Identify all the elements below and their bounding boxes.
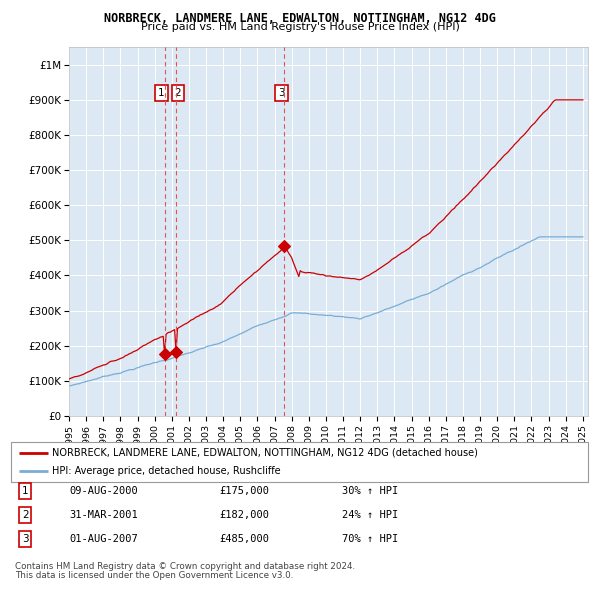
FancyBboxPatch shape bbox=[11, 442, 588, 482]
Point bbox=[171, 348, 181, 357]
Text: NORBRECK, LANDMERE LANE, EDWALTON, NOTTINGHAM, NG12 4DG (detached house): NORBRECK, LANDMERE LANE, EDWALTON, NOTTI… bbox=[52, 448, 478, 458]
Point bbox=[280, 241, 289, 250]
Text: NORBRECK, LANDMERE LANE, EDWALTON, NOTTINGHAM, NG12 4DG: NORBRECK, LANDMERE LANE, EDWALTON, NOTTI… bbox=[104, 12, 496, 25]
Text: 09-AUG-2000: 09-AUG-2000 bbox=[69, 486, 138, 496]
Text: 2: 2 bbox=[22, 510, 29, 520]
Text: £175,000: £175,000 bbox=[219, 486, 269, 496]
Text: 70% ↑ HPI: 70% ↑ HPI bbox=[342, 535, 398, 544]
Text: 30% ↑ HPI: 30% ↑ HPI bbox=[342, 486, 398, 496]
Text: £182,000: £182,000 bbox=[219, 510, 269, 520]
Text: 3: 3 bbox=[278, 88, 285, 98]
Text: 01-AUG-2007: 01-AUG-2007 bbox=[69, 535, 138, 544]
Text: 3: 3 bbox=[22, 535, 29, 544]
Text: HPI: Average price, detached house, Rushcliffe: HPI: Average price, detached house, Rush… bbox=[52, 466, 281, 476]
Point bbox=[160, 350, 170, 359]
Text: Contains HM Land Registry data © Crown copyright and database right 2024.: Contains HM Land Registry data © Crown c… bbox=[15, 562, 355, 571]
Text: Price paid vs. HM Land Registry's House Price Index (HPI): Price paid vs. HM Land Registry's House … bbox=[140, 22, 460, 32]
Text: 1: 1 bbox=[22, 486, 29, 496]
Text: 31-MAR-2001: 31-MAR-2001 bbox=[69, 510, 138, 520]
Text: £485,000: £485,000 bbox=[219, 535, 269, 544]
Text: 24% ↑ HPI: 24% ↑ HPI bbox=[342, 510, 398, 520]
Text: This data is licensed under the Open Government Licence v3.0.: This data is licensed under the Open Gov… bbox=[15, 571, 293, 580]
Text: 2: 2 bbox=[175, 88, 181, 98]
Text: 1: 1 bbox=[158, 88, 165, 98]
